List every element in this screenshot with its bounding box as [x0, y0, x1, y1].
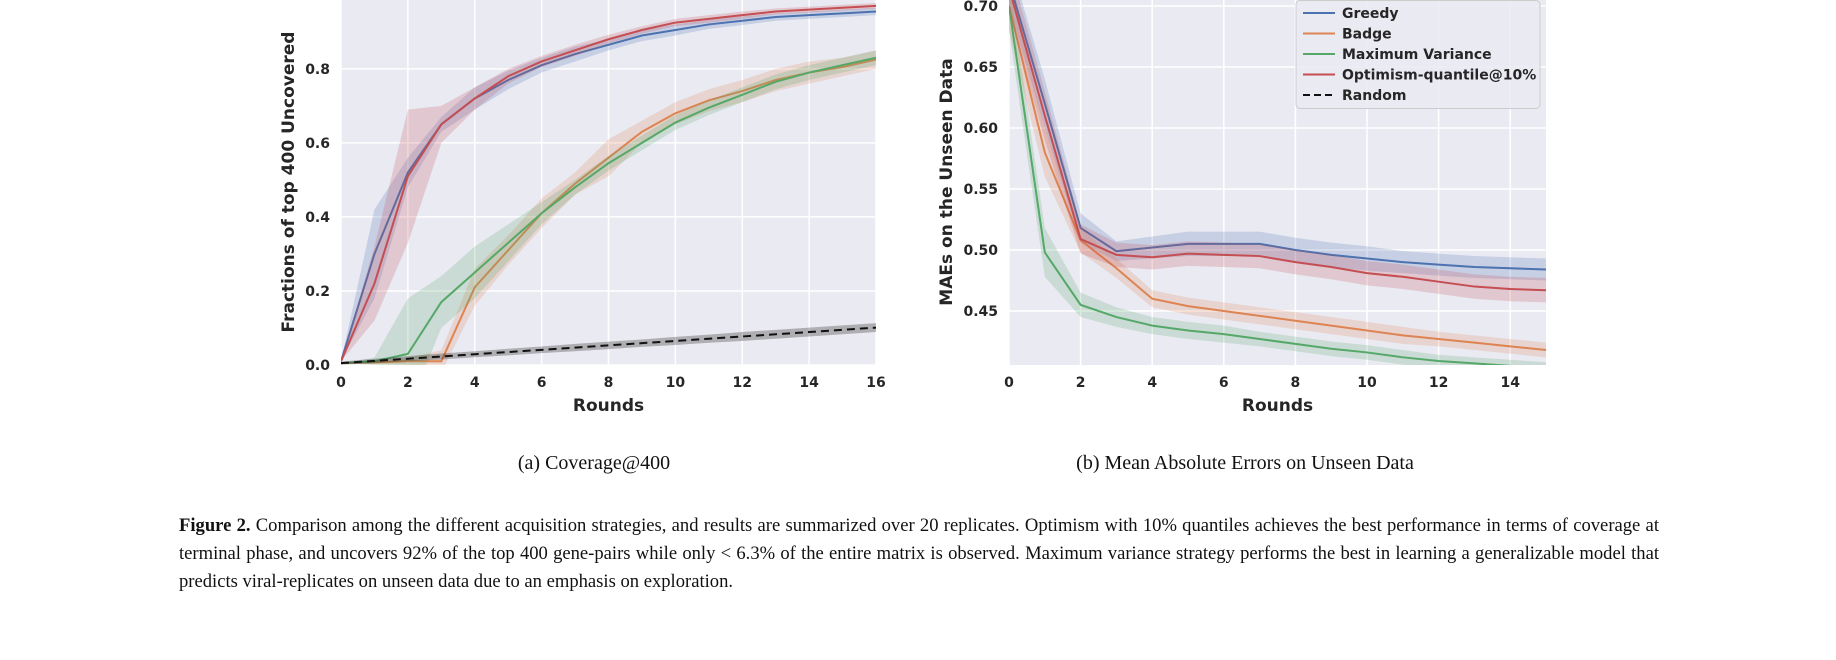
line-optimism-quantile-10-	[1011, 0, 1546, 292]
x-tick-label: 14	[799, 375, 819, 391]
line-badge	[1009, 5, 1546, 351]
legend-label: Optimism-quantile@10%	[1342, 68, 1536, 84]
y-tick-label: 0.4	[305, 210, 330, 226]
line-maximum-variance	[1009, 5, 1513, 365]
caption-text: Comparison among the different acquisiti…	[179, 515, 1659, 592]
x-tick-label: 6	[537, 375, 547, 391]
legend-label: Badge	[1342, 27, 1392, 43]
y-tick-label: 0.70	[963, 0, 998, 15]
legend-label: Maximum Variance	[1342, 47, 1492, 63]
x-tick-label: 10	[1357, 375, 1377, 391]
line-maximum-variance	[341, 56, 876, 365]
series-layer	[341, 2, 876, 365]
legend-label: Greedy	[1342, 6, 1399, 22]
figure-caption: Figure 2. Comparison among the different…	[179, 512, 1659, 595]
x-tick-label: 0	[336, 375, 346, 391]
x-tick-label: 4	[470, 375, 480, 391]
x-tick-label: 4	[1147, 375, 1157, 391]
series-layer	[1009, 0, 1546, 365]
y-tick-label: 0.45	[963, 304, 998, 320]
line-random	[341, 326, 876, 365]
y-tick-label: 0.65	[963, 60, 998, 76]
x-tick-label: 12	[733, 375, 752, 391]
figure: 0 2 4 6 8 10 12 14 16 0.0 0.2 0.4 0.6 0.8 Rounds Fracti…	[279, 0, 1546, 416]
y-tick-label: 0.6	[305, 136, 330, 152]
x-tick-label: 12	[1429, 375, 1448, 391]
x-tick-label: 14	[1500, 375, 1520, 391]
x-tick-label: 2	[403, 375, 413, 391]
y-tick-label: 0.50	[963, 243, 998, 259]
coverage-chart: 0 2 4 6 8 10 12 14 16 0.0 0.2 0.4 0.6 0.8 Rounds Fracti…	[279, 0, 886, 416]
subcaption-b: (b) Mean Absolute Errors on Unseen Data	[1076, 452, 1414, 474]
line-badge	[341, 58, 876, 365]
x-tick-label: 2	[1076, 375, 1086, 391]
band-maximum-variance	[341, 50, 876, 365]
x-tick-label: 0	[1004, 375, 1014, 391]
x-tick-label: 10	[666, 375, 686, 391]
line-optimism-quantile-10-	[341, 4, 876, 362]
x-tick-label: 16	[866, 375, 885, 391]
y-tick-label: 0.2	[305, 284, 330, 300]
y-axis-label: Fractions of top 400 Uncovered	[279, 32, 299, 333]
band-optimism-quantile-10-	[341, 2, 876, 362]
x-tick-label: 8	[1291, 375, 1301, 391]
x-tick-label: 8	[604, 375, 614, 391]
y-tick-label: 0.55	[963, 182, 998, 198]
caption-label: Figure 2.	[179, 515, 251, 536]
subcaption-a: (a) Coverage@400	[517, 452, 671, 474]
y-tick-label: 0.8	[305, 62, 330, 78]
line-greedy	[1013, 0, 1546, 271]
mae-chart: 0 2 4 6 8 10 12 14 0.45 0.50 0.55 0.60 0.65 0.70 Round…	[937, 0, 1546, 416]
legend-box	[1295, 0, 1541, 109]
y-tick-label: 0.60	[963, 121, 998, 137]
x-axis-label: Rounds	[1242, 396, 1313, 416]
legend-label: Random	[1342, 88, 1406, 104]
x-tick-label: 6	[1219, 375, 1229, 391]
y-axis-label: MAEs on the Unseen Data	[937, 58, 957, 305]
band-greedy	[341, 7, 876, 362]
y-tick-label: 0.0	[305, 358, 330, 374]
legend: Greedy Badge Maximum Variance Optimism-quan…	[1295, 0, 1541, 109]
x-axis-label: Rounds	[573, 396, 644, 416]
